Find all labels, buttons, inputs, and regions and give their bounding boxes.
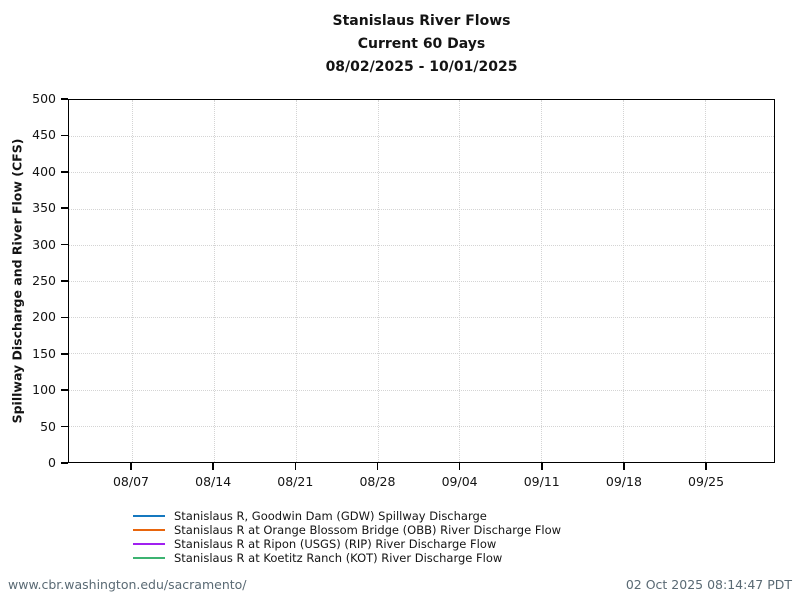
chart-title: Stanislaus River Flows (332, 13, 511, 29)
v-gridline (377, 100, 379, 462)
legend-line-swatch (133, 543, 165, 545)
y-tick-mark (61, 171, 68, 173)
x-tick-mark (705, 463, 707, 470)
chart-subtitle: Current 60 Days (357, 36, 486, 52)
v-gridline (705, 100, 707, 462)
x-tick-label: 09/04 (441, 474, 478, 489)
y-tick-mark (61, 134, 68, 137)
y-tick-mark (61, 243, 68, 246)
y-tick-label: 250 (32, 273, 56, 288)
x-tick-label: 08/07 (112, 474, 149, 489)
x-tick-mark (294, 463, 297, 470)
x-tick-label: 09/25 (688, 474, 725, 489)
h-gridline (69, 281, 774, 282)
y-tick-label: 200 (32, 309, 56, 325)
legend-row: Stanislaus R at Koetitz Ranch (KOT) Rive… (133, 551, 561, 565)
y-tick-label: 300 (32, 236, 56, 252)
legend-row: Stanislaus R at Ripon (USGS) (RIP) River… (133, 537, 561, 551)
y-tick-label: 50 (40, 418, 56, 434)
legend-row: Stanislaus R at Orange Blossom Bridge (O… (133, 523, 561, 537)
legend-series-label: Stanislaus R at Ripon (USGS) (RIP) River… (174, 537, 497, 551)
legend-line-swatch (133, 515, 165, 517)
x-tick-label: 09/11 (523, 474, 560, 489)
y-tick-mark (61, 98, 68, 100)
chart-date-range: 08/02/2025 - 10/01/2025 (325, 59, 518, 75)
y-tick-label: 150 (32, 345, 56, 361)
legend-line-swatch (133, 529, 165, 531)
x-tick-label: 08/14 (195, 474, 232, 489)
x-tick-label: 08/28 (359, 474, 396, 489)
h-gridline (69, 136, 774, 138)
v-gridline (295, 100, 297, 462)
h-gridline (69, 172, 774, 174)
legend-series-label: Stanislaus R at Orange Blossom Bridge (O… (174, 523, 562, 537)
x-tick-mark (212, 463, 214, 470)
h-gridline (69, 425, 774, 427)
legend-series-label: Stanislaus R, Goodwin Dam (GDW) Spillway… (174, 509, 487, 523)
y-tick-label: 0 (48, 455, 56, 470)
h-gridline (69, 208, 774, 210)
h-gridline (69, 353, 774, 355)
y-tick-label: 400 (32, 163, 56, 179)
y-tick-mark (61, 353, 68, 355)
legend-line-swatch (133, 557, 165, 559)
v-gridline (541, 100, 543, 462)
x-tick-mark (376, 463, 379, 470)
h-gridline (69, 389, 774, 391)
x-tick-mark (623, 463, 625, 470)
y-tick-mark (61, 316, 68, 319)
y-tick-mark (61, 207, 68, 209)
y-tick-mark (61, 389, 68, 391)
y-tick-label: 350 (32, 200, 56, 216)
h-gridline (69, 317, 774, 319)
y-tick-mark (61, 425, 68, 428)
footer-timestamp: 02 Oct 2025 08:14:47 PDT (625, 577, 792, 592)
x-tick-mark (541, 463, 543, 470)
v-gridline (213, 100, 215, 462)
plot-area (68, 99, 775, 463)
v-gridline (459, 100, 461, 462)
legend: Stanislaus R, Goodwin Dam (GDW) Spillway… (133, 509, 561, 565)
y-tick-label: 500 (32, 91, 56, 106)
v-gridline (623, 100, 625, 462)
y-tick-mark (61, 280, 68, 282)
chart-title-block: Stanislaus River Flows Current 60 Days 0… (68, 10, 775, 79)
x-tick-label: 09/18 (605, 474, 642, 489)
v-gridline (131, 100, 133, 462)
x-tick-label: 08/21 (277, 474, 314, 489)
h-gridline (69, 244, 774, 246)
y-tick-label: 450 (32, 127, 56, 143)
x-tick-mark (130, 463, 132, 470)
x-tick-mark (458, 463, 461, 470)
legend-row: Stanislaus R, Goodwin Dam (GDW) Spillway… (133, 509, 561, 523)
y-tick-mark (61, 462, 68, 464)
footer-url: www.cbr.washington.edu/sacramento/ (8, 577, 247, 592)
y-tick-label: 100 (32, 382, 56, 398)
legend-series-label: Stanislaus R at Koetitz Ranch (KOT) Rive… (174, 551, 503, 565)
